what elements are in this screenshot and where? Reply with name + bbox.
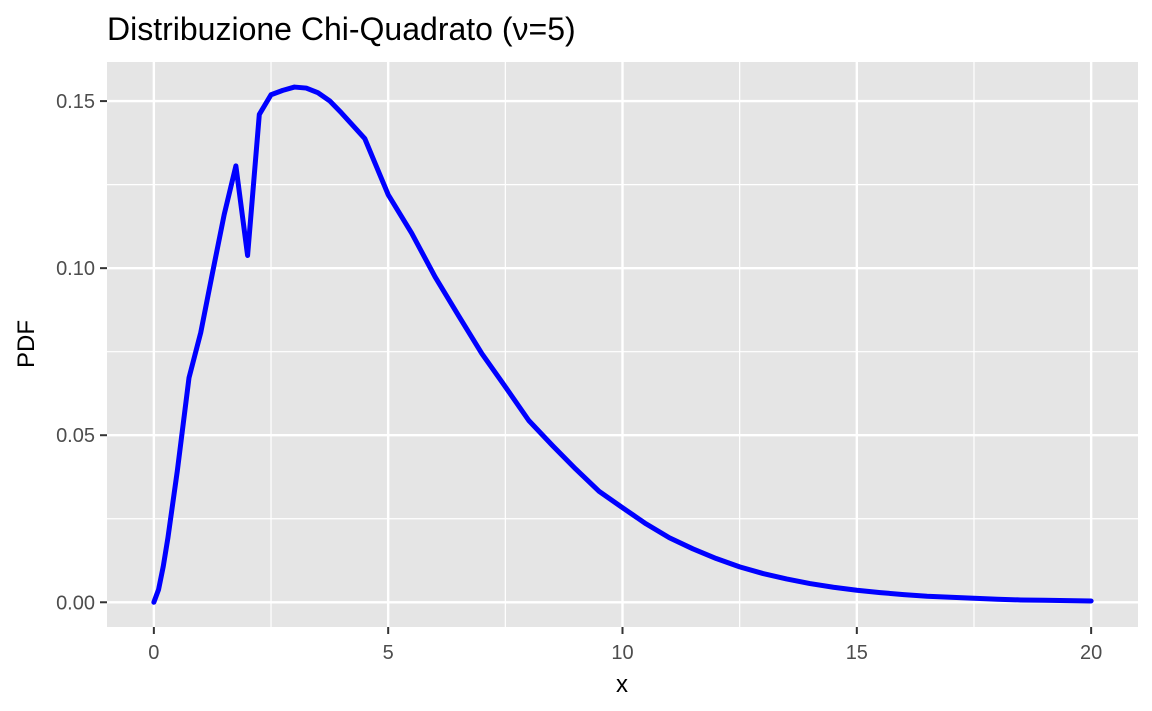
series-line [151, 84, 1094, 605]
x-tick-label: 0 [148, 642, 159, 664]
series-group [151, 84, 1094, 605]
x-tick-label: 10 [611, 642, 633, 664]
x-axis-title: x [616, 671, 628, 698]
y-tick-label: 0.10 [56, 258, 95, 280]
x-axis: 0 5 10 15 20 [148, 627, 1102, 664]
grid-major [107, 62, 1138, 627]
x-tick-label: 15 [846, 642, 868, 664]
x-tick-label: 20 [1080, 642, 1102, 664]
y-tick-label: 0.15 [56, 91, 95, 113]
y-tick-label: 0.05 [56, 425, 95, 447]
y-tick-label: 0.00 [56, 592, 95, 614]
y-axis-title: PDF [13, 320, 40, 368]
chart-title: Distribuzione Chi-Quadrato (ν=5) [107, 11, 576, 47]
y-axis: 0.00 0.05 0.10 0.15 [56, 91, 107, 614]
x-tick-label: 5 [383, 642, 394, 664]
